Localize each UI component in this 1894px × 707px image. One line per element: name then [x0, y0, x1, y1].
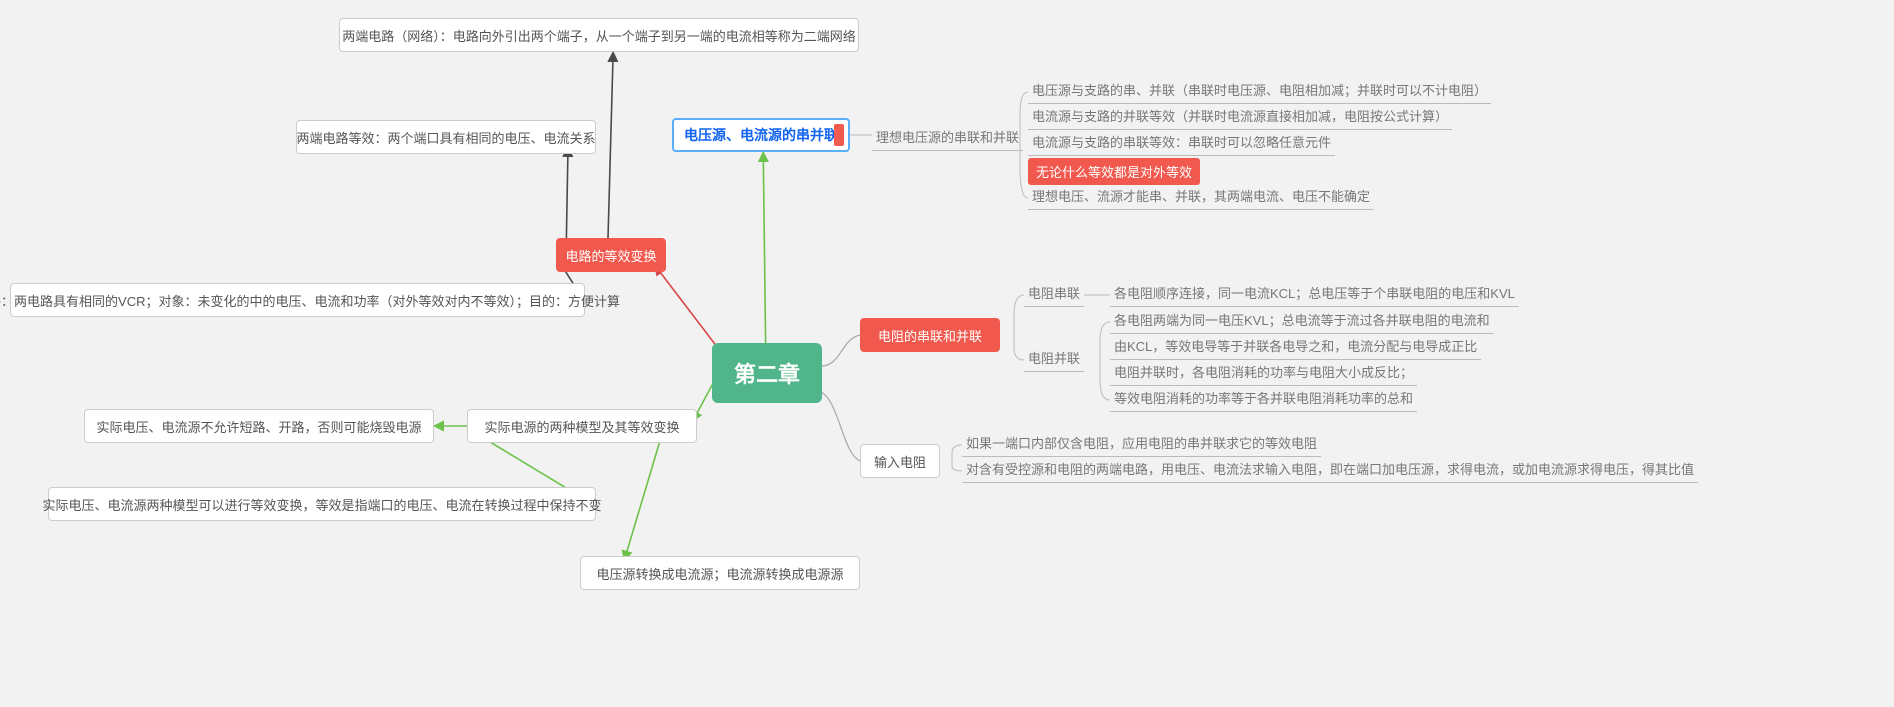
node-rp2[interactable]: 由KCL，等效电导等于并联各电导之和，电流分配与电导成正比 — [1110, 336, 1481, 360]
node-rp4[interactable]: 等效电阻消耗的功率等于各并联电阻消耗功率的总和 — [1110, 388, 1417, 412]
node-rp3[interactable]: 电阻并联时，各电阻消耗的功率与电阻大小成反比； — [1110, 362, 1417, 386]
node-src_eq[interactable]: 实际电源的两种模型及其等效变换 — [467, 409, 697, 443]
node-two_net[interactable]: 两端电路（网络）：电路向外引出两个端子，从一个端子到另一端的电流相等称为二端网络 — [339, 18, 859, 52]
node-vcs4[interactable]: 无论什么等效都是对外等效 — [1028, 158, 1200, 185]
node-vcs5[interactable]: 理想电压、流源才能串、并联，其两端电流、电压不能确定 — [1028, 186, 1374, 210]
node-vcs2[interactable]: 电流源与支路的并联等效（并联时电流源直接相加减，电阻按公式计算） — [1028, 106, 1452, 130]
node-rin2[interactable]: 对含有受控源和电阻的两端电路，用电压、电流法求输入电阻，即在端口加电压源，求得电… — [962, 459, 1698, 483]
node-res[interactable]: 电阻的串联和并联 — [860, 318, 1000, 352]
node-vcs[interactable]: 电压源、电流源的串并联 — [672, 118, 850, 152]
node-src_c[interactable]: 实际电压、电流源两种模型可以进行等效变换，等效是指端口的电压、电流在转换过程中保… — [48, 487, 596, 521]
node-two_eq[interactable]: 两端电路等效：两个端口具有相同的电压、电流关系 — [296, 120, 596, 154]
node-src_v[interactable]: 电压源转换成电流源；电流源转换成电源源 — [580, 556, 860, 590]
node-rs[interactable]: 电阻串联 — [1024, 283, 1084, 307]
node-rp1[interactable]: 各电阻两端为同一电压KVL；总电流等于流过各并联电阻的电流和 — [1110, 310, 1494, 334]
edge-layer — [0, 0, 1894, 707]
node-rs1[interactable]: 各电阻顺序连接，同一电流KCL；总电压等于个串联电阻的电压和KVL — [1110, 283, 1519, 307]
node-rin1[interactable]: 如果一端口内部仅含电阻，应用电阻的串并联求它的等效电阻 — [962, 433, 1321, 457]
node-equiv[interactable]: 电路的等效变换 — [556, 238, 666, 272]
node-cond[interactable]: 条件：两电路具有相同的VCR；对象：未变化的中的电压、电流和功率（对外等效对内不… — [10, 283, 585, 317]
node-root[interactable]: 第二章 — [712, 343, 822, 403]
node-ideal[interactable]: 理想电压源的串联和并联 — [872, 127, 1023, 151]
node-vcs3[interactable]: 电流源与支路的串联等效：串联时可以忽略任意元件 — [1028, 132, 1335, 156]
node-src_no[interactable]: 实际电压、电流源不允许短路、开路，否则可能烧毁电源 — [84, 409, 434, 443]
node-vcs1[interactable]: 电压源与支路的串、并联（串联时电压源、电阻相加减；并联时可以不计电阻） — [1028, 80, 1491, 104]
node-rp[interactable]: 电阻并联 — [1024, 348, 1084, 372]
node-rin[interactable]: 输入电阻 — [860, 444, 940, 478]
